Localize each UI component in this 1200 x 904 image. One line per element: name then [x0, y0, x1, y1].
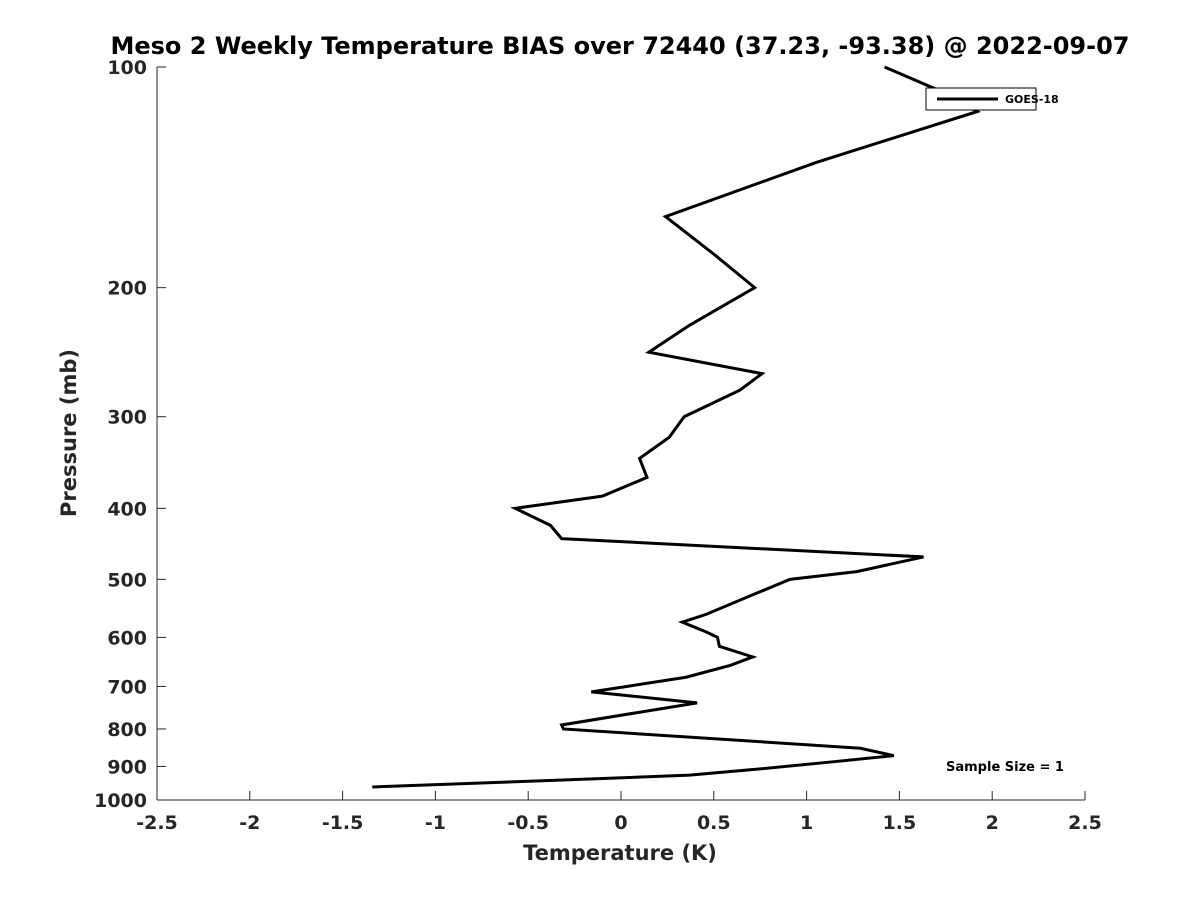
x-tick-label: 0.5 [697, 812, 731, 834]
y-tick-label: 600 [107, 627, 147, 649]
x-tick-label: 0 [614, 812, 627, 834]
x-tick-label: -1 [425, 812, 446, 834]
x-tick-label: -2.5 [136, 812, 178, 834]
chart-title: Meso 2 Weekly Temperature BIAS over 7244… [110, 32, 1129, 60]
x-tick-label: 1.5 [883, 812, 917, 834]
y-axis-ticks: 100 200 300 400 500 600 700 800 900 1000 [94, 57, 166, 812]
y-tick-label: 200 [107, 278, 147, 300]
x-tick-label: -1.5 [322, 812, 364, 834]
x-tick-label: -0.5 [507, 812, 549, 834]
x-tick-label: 2 [986, 812, 999, 834]
y-tick-label: 900 [107, 756, 147, 778]
sample-size-annotation: Sample Size = 1 [946, 760, 1064, 775]
y-axis-label: Pressure (mb) [57, 349, 81, 517]
x-tick-label: 1 [800, 812, 813, 834]
legend: GOES-18 [925, 87, 1059, 111]
x-tick-label: 2.5 [1068, 812, 1102, 834]
y-tick-label: 700 [107, 676, 147, 698]
y-tick-label: 400 [107, 498, 147, 520]
x-tick-label: -2 [239, 812, 260, 834]
y-tick-label: 500 [107, 569, 147, 591]
series-line-goes-18 [372, 65, 981, 789]
legend-label-goes-18: GOES-18 [1005, 93, 1059, 106]
y-tick-label: 100 [107, 57, 147, 79]
y-tick-label: 300 [107, 407, 147, 429]
series-group [372, 65, 981, 789]
plot-area [156, 67, 1085, 801]
y-tick-label: 800 [107, 719, 147, 741]
x-axis-ticks: -2.5 -2 -1.5 -1 -0.5 0 0.5 1 1.5 2 2.5 [136, 791, 1102, 834]
y-tick-label: 1000 [94, 790, 147, 812]
x-axis-label: Temperature (K) [523, 841, 717, 865]
